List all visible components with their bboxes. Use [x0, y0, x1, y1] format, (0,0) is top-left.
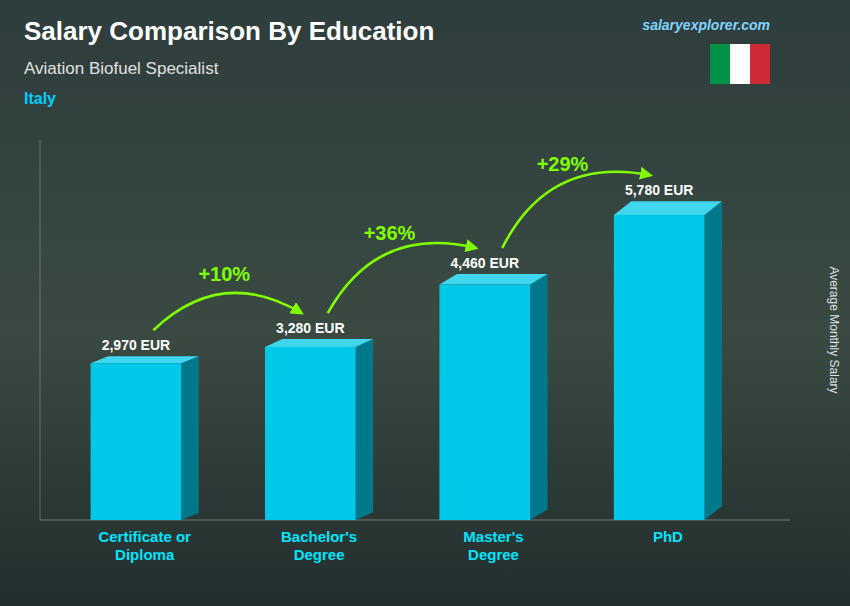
bar-group [91, 356, 199, 520]
bar-top [265, 339, 373, 347]
bar-group [614, 201, 722, 520]
x-tick-label: Bachelor'sDegree [281, 528, 357, 563]
country: Italy [24, 90, 56, 107]
bar-group [439, 274, 547, 520]
bar [265, 347, 356, 520]
change-label: +29% [537, 153, 589, 175]
x-tick-label-line: Degree [468, 546, 519, 563]
bar [91, 363, 182, 520]
bar-top [614, 201, 722, 215]
flag-stripe [750, 44, 770, 84]
bar-top [439, 274, 547, 285]
change-arrow [502, 172, 650, 248]
x-tick-label: Master'sDegree [463, 528, 523, 563]
background [0, 0, 850, 606]
x-tick-label: Certificate orDiploma [98, 528, 191, 563]
change-label: +10% [198, 263, 250, 285]
change-arrow [328, 243, 476, 313]
x-tick-label-line: Degree [294, 546, 345, 563]
bar [614, 215, 705, 520]
flag-stripe [730, 44, 750, 84]
flag-stripe [710, 44, 730, 84]
subtitle: Aviation Biofuel Specialist [24, 59, 219, 78]
y-axis-label: Average Monthly Salary [827, 266, 841, 393]
flag [710, 44, 770, 84]
chart-svg: 2,970 EUR 3,280 EUR 4,460 EUR 5,780 EUR Cert… [0, 0, 850, 606]
bar-side [181, 356, 198, 520]
value-label: 3,280 EUR [276, 320, 344, 336]
x-tick-label-line: Certificate or [98, 528, 191, 545]
source: salaryexplorer.com [642, 17, 770, 33]
x-tick-label-line: Master's [463, 528, 523, 545]
x-tick-label-line: Bachelor's [281, 528, 357, 545]
chart-container: 2,970 EUR 3,280 EUR 4,460 EUR 5,780 EUR Cert… [0, 0, 850, 606]
bar-side [530, 274, 547, 520]
x-tick-label-line: Diploma [115, 546, 175, 563]
change-arrow [153, 293, 301, 330]
bar [439, 285, 530, 520]
x-tick-label: PhD [653, 528, 683, 545]
y-axis-line [40, 140, 41, 520]
title: Salary Comparison By Education [24, 16, 434, 46]
value-label: 2,970 EUR [102, 337, 170, 353]
bar-side [356, 339, 373, 520]
bar-group [265, 339, 373, 520]
bar-top [91, 356, 199, 363]
bars [91, 201, 722, 520]
x-tick-label-line: PhD [653, 528, 683, 545]
value-label: 5,780 EUR [625, 182, 693, 198]
bar-side [705, 201, 722, 520]
value-label: 4,460 EUR [451, 255, 519, 271]
change-label: +36% [364, 222, 416, 244]
